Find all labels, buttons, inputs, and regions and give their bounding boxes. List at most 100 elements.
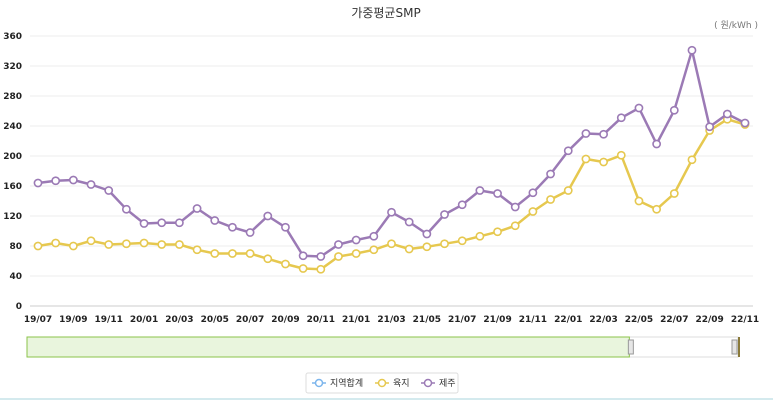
data-point xyxy=(104,186,114,195)
data-point xyxy=(298,264,308,273)
data-point xyxy=(334,252,343,261)
legend-marker xyxy=(377,378,387,388)
navigator-handle-right xyxy=(731,339,738,355)
data-point xyxy=(192,245,202,255)
data-point xyxy=(440,239,449,249)
y-tick-label: 320 xyxy=(3,62,22,72)
x-tick-label: 20/07 xyxy=(236,315,264,325)
data-point xyxy=(705,122,715,132)
data-point xyxy=(546,169,555,179)
series-jeju xyxy=(33,45,750,261)
data-point xyxy=(475,231,485,241)
x-tick-label: 20/11 xyxy=(307,315,335,325)
data-point xyxy=(599,129,608,139)
data-point xyxy=(387,207,396,217)
data-point xyxy=(475,186,485,195)
data-point xyxy=(245,249,255,258)
legend-label: 제주 xyxy=(439,378,456,389)
legend-label: 지역합계 xyxy=(330,377,363,389)
data-point xyxy=(422,242,432,252)
chart-title: 가중평균SMP xyxy=(351,6,420,20)
x-axis-ticks: 19/07 19/09 19/11 20/01 20/03 20/05 20/07 20/09… xyxy=(24,315,759,325)
legend-label: 육지 xyxy=(393,378,410,389)
x-tick-label: 22/05 xyxy=(625,315,653,325)
data-point xyxy=(263,254,273,264)
data-point xyxy=(51,176,61,186)
data-point xyxy=(652,204,662,214)
data-point xyxy=(581,129,591,138)
x-tick-label: 21/05 xyxy=(413,315,441,325)
x-tick-label: 21/11 xyxy=(519,315,547,325)
y-tick-label: 0 xyxy=(16,302,22,312)
data-point xyxy=(493,227,502,237)
data-point xyxy=(493,189,502,198)
x-tick-label: 19/11 xyxy=(95,315,123,325)
data-point xyxy=(174,218,184,228)
data-point xyxy=(652,139,662,149)
navigator-handle-left xyxy=(627,339,634,355)
x-tick-label: 22/09 xyxy=(695,315,723,325)
data-point xyxy=(245,228,255,237)
legend-item: 육지 xyxy=(375,378,410,389)
y-axis-ticks: 0 40 80 120 160 200 240 280 320 360 xyxy=(3,32,22,312)
data-point xyxy=(86,180,96,189)
data-point xyxy=(528,188,538,198)
y-tick-label: 120 xyxy=(3,212,22,222)
y-tick-label: 280 xyxy=(3,92,22,102)
data-point xyxy=(68,175,78,185)
data-point xyxy=(510,221,520,231)
data-point xyxy=(740,118,750,128)
x-tick-label: 22/11 xyxy=(731,315,759,325)
data-point xyxy=(68,241,78,251)
data-point xyxy=(228,249,237,258)
data-point xyxy=(634,103,644,113)
x-tick-label: 22/07 xyxy=(660,315,688,325)
y-tick-label: 360 xyxy=(3,32,22,42)
data-point xyxy=(228,222,237,232)
data-point xyxy=(210,249,220,258)
x-tick-label: 22/01 xyxy=(554,315,582,325)
y-tick-label: 160 xyxy=(3,182,22,192)
data-point xyxy=(298,251,308,261)
data-point xyxy=(669,105,679,115)
data-point xyxy=(404,217,414,227)
navigator-selection xyxy=(26,336,630,358)
legend-item: 지역합계 xyxy=(312,377,363,389)
data-point xyxy=(316,252,326,261)
data-point xyxy=(457,200,467,210)
data-point xyxy=(634,196,644,206)
grid xyxy=(30,35,753,307)
data-point xyxy=(440,210,449,219)
data-point xyxy=(687,45,697,55)
x-tick-label: 22/03 xyxy=(589,315,617,325)
data-point xyxy=(139,219,149,228)
data-point xyxy=(33,241,43,251)
y-tick-label: 200 xyxy=(3,152,22,162)
data-point xyxy=(422,229,432,239)
range-navigator[interactable] xyxy=(26,336,740,358)
x-tick-label: 21/01 xyxy=(342,315,370,325)
data-point xyxy=(387,239,396,249)
data-point xyxy=(457,236,467,246)
data-point xyxy=(316,264,326,274)
x-tick-label: 19/09 xyxy=(59,315,87,325)
data-point xyxy=(687,155,697,165)
x-tick-label: 20/05 xyxy=(201,315,229,325)
data-point xyxy=(599,157,608,167)
data-point xyxy=(616,150,626,160)
series-mainland xyxy=(33,114,750,274)
unit-label: ( 원/kWh ) xyxy=(714,20,758,31)
data-point xyxy=(210,216,220,225)
data-point xyxy=(121,204,131,214)
y-tick-label: 240 xyxy=(3,122,22,132)
series-group xyxy=(33,45,750,274)
x-tick-label: 21/07 xyxy=(448,315,476,325)
data-point xyxy=(86,236,96,246)
x-tick-label: 21/03 xyxy=(377,315,405,325)
data-point xyxy=(404,244,414,254)
data-point xyxy=(351,235,361,245)
data-point xyxy=(669,189,679,198)
data-point xyxy=(722,109,732,119)
legend: 지역합계 육지 제주 xyxy=(305,372,459,394)
data-point xyxy=(334,240,343,249)
